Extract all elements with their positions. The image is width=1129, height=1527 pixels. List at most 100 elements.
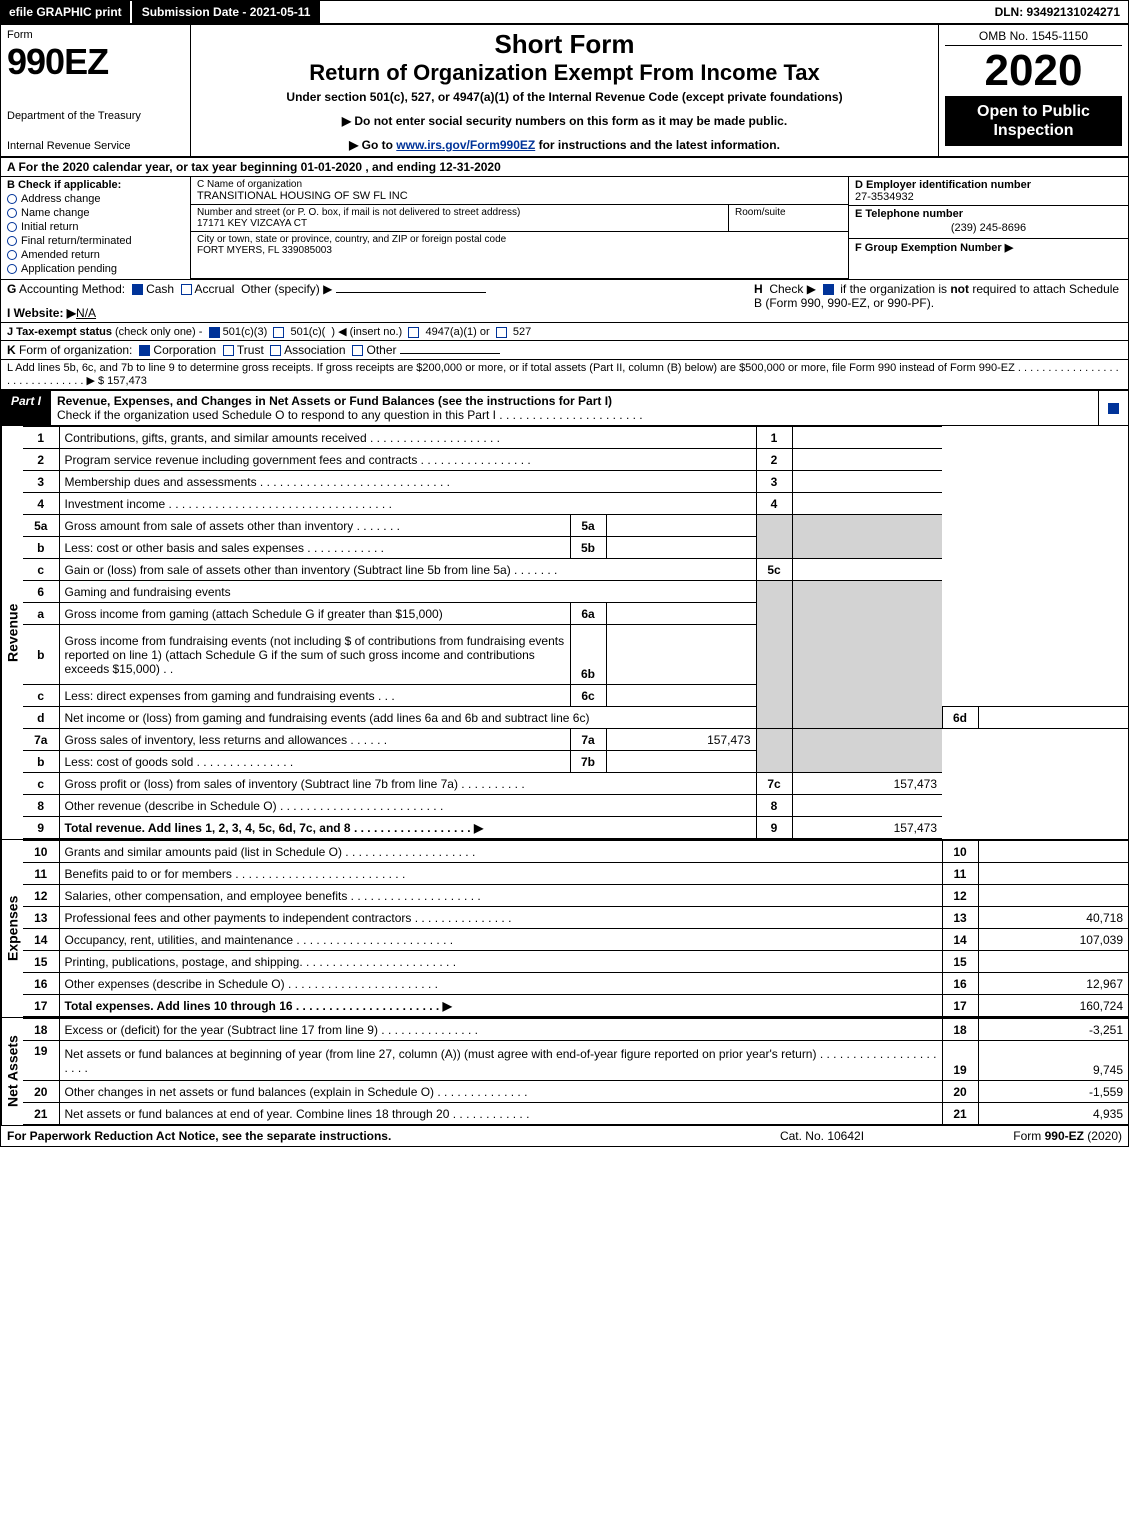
- table-row: 2Program service revenue including gover…: [23, 449, 1128, 471]
- table-row: cGross profit or (loss) from sales of in…: [23, 773, 1128, 795]
- dln-label: DLN: 93492131024271: [987, 1, 1128, 23]
- shaded-cell: [792, 581, 942, 729]
- checkbox-filled-icon: [209, 327, 220, 338]
- line-num: 8: [23, 795, 59, 817]
- netassets-table: 18Excess or (deficit) for the year (Subt…: [23, 1018, 1128, 1125]
- mid-val: [606, 685, 756, 707]
- line-desc: Less: cost of goods sold . . . . . . . .…: [59, 751, 570, 773]
- table-row: 18Excess or (deficit) for the year (Subt…: [23, 1019, 1128, 1041]
- c-addr-row: Number and street (or P. O. box, if mail…: [191, 205, 848, 232]
- part1-title-text: Revenue, Expenses, and Changes in Net As…: [57, 394, 612, 408]
- line-amt: 160,724: [978, 995, 1128, 1017]
- chk-amended-return[interactable]: Amended return: [7, 249, 184, 261]
- table-row: 16Other expenses (describe in Schedule O…: [23, 973, 1128, 995]
- l-text: L Add lines 5b, 6c, and 7b to line 9 to …: [7, 362, 1119, 387]
- chk-label: Amended return: [21, 249, 100, 261]
- section-b-thru-f: B Check if applicable: Address change Na…: [1, 177, 1128, 280]
- mid-val: [606, 603, 756, 625]
- line-ref: 20: [942, 1081, 978, 1103]
- line-desc: Membership dues and assessments . . . . …: [59, 471, 756, 493]
- irs-label: Internal Revenue Service: [7, 140, 184, 152]
- shaded-cell: [756, 581, 792, 729]
- mid-val: [606, 515, 756, 537]
- table-row: 13Professional fees and other payments t…: [23, 907, 1128, 929]
- line-desc: Gross income from gaming (attach Schedul…: [59, 603, 570, 625]
- mid-ref: 6b: [570, 625, 606, 685]
- line-amt: [978, 707, 1128, 729]
- line-ref: 17: [942, 995, 978, 1017]
- line-num: b: [23, 537, 59, 559]
- form-number: 990EZ: [7, 41, 184, 83]
- table-row: 6Gaming and fundraising events: [23, 581, 1128, 603]
- chk-initial-return[interactable]: Initial return: [7, 221, 184, 233]
- chk-final-return[interactable]: Final return/terminated: [7, 235, 184, 247]
- line-desc: Program service revenue including govern…: [59, 449, 756, 471]
- e-phone-row: E Telephone number (239) 245-8696: [849, 206, 1128, 239]
- c-city-cell: City or town, state or province, country…: [191, 232, 512, 278]
- chk-name-change[interactable]: Name change: [7, 207, 184, 219]
- e-label: E Telephone number: [855, 208, 963, 220]
- chk-label: Name change: [21, 207, 90, 219]
- form-990ez-page: efile GRAPHIC print Submission Date - 20…: [0, 0, 1129, 1147]
- line-amt: 4,935: [978, 1103, 1128, 1125]
- part1-header: Part I Revenue, Expenses, and Changes in…: [1, 391, 1128, 426]
- line-ref: 10: [942, 841, 978, 863]
- part1-subtitle: Check if the organization used Schedule …: [57, 408, 643, 422]
- line-ref: 4: [756, 493, 792, 515]
- mid-ref: 6c: [570, 685, 606, 707]
- line-num: 4: [23, 493, 59, 515]
- h-check-schedule-b: H Check ▶ if the organization is not req…: [748, 280, 1128, 322]
- circle-icon: [7, 208, 17, 218]
- line-amt: 40,718: [978, 907, 1128, 929]
- l-amount: 157,473: [107, 375, 147, 387]
- table-row: 15Printing, publications, postage, and s…: [23, 951, 1128, 973]
- table-row: 10Grants and similar amounts paid (list …: [23, 841, 1128, 863]
- chk-application-pending[interactable]: Application pending: [7, 263, 184, 275]
- g-accounting-method: G Accounting Method: Cash Accrual Other …: [1, 280, 748, 322]
- circle-icon: [7, 250, 17, 260]
- line-num: b: [23, 625, 59, 685]
- line-desc: Investment income . . . . . . . . . . . …: [59, 493, 756, 515]
- line-ref: 8: [756, 795, 792, 817]
- table-row: cGain or (loss) from sale of assets othe…: [23, 559, 1128, 581]
- part1-check[interactable]: [1098, 391, 1128, 425]
- expenses-table-wrap: 10Grants and similar amounts paid (list …: [23, 840, 1128, 1017]
- form-word: Form: [7, 29, 184, 41]
- note-goto: ▶ Go to www.irs.gov/Form990EZ for instru…: [197, 138, 932, 152]
- expenses-table: 10Grants and similar amounts paid (list …: [23, 840, 1128, 1017]
- mid-val: [606, 625, 756, 685]
- line-num: 19: [23, 1041, 59, 1081]
- irs-link[interactable]: www.irs.gov/Form990EZ: [396, 138, 535, 152]
- row-l-gross-receipts: L Add lines 5b, 6c, and 7b to line 9 to …: [1, 360, 1128, 391]
- netassets-grid: Net Assets 18Excess or (deficit) for the…: [1, 1017, 1128, 1125]
- line-ref: 1: [756, 427, 792, 449]
- line-amt: [978, 951, 1128, 973]
- revenue-grid: Revenue 1Contributions, gifts, grants, a…: [1, 426, 1128, 839]
- line-num: 20: [23, 1081, 59, 1103]
- page-footer: For Paperwork Reduction Act Notice, see …: [1, 1125, 1128, 1146]
- line-ref: 7c: [756, 773, 792, 795]
- line-ref: 6d: [942, 707, 978, 729]
- checkbox-empty-icon: [223, 345, 234, 356]
- checkbox-empty-icon: [352, 345, 363, 356]
- mid-ref: 7b: [570, 751, 606, 773]
- checkbox-empty-icon: [181, 284, 192, 295]
- line-ref: 18: [942, 1019, 978, 1041]
- f-group-row: F Group Exemption Number ▶: [849, 239, 1128, 279]
- line-desc: Salaries, other compensation, and employ…: [59, 885, 942, 907]
- phone-value: (239) 245-8696: [855, 220, 1122, 236]
- part1-title: Revenue, Expenses, and Changes in Net As…: [51, 391, 1098, 425]
- goto-suffix: for instructions and the latest informat…: [535, 138, 780, 152]
- line-num: 21: [23, 1103, 59, 1125]
- org-name: TRANSITIONAL HOUSING OF SW FL INC: [197, 190, 842, 202]
- circle-icon: [7, 264, 17, 274]
- checkbox-filled-icon: [823, 284, 834, 295]
- efile-graphic-print-button[interactable]: efile GRAPHIC print: [1, 1, 132, 23]
- chk-address-change[interactable]: Address change: [7, 193, 184, 205]
- chk-label: Application pending: [21, 263, 117, 275]
- table-row: 3Membership dues and assessments . . . .…: [23, 471, 1128, 493]
- line-ref: 21: [942, 1103, 978, 1125]
- line-desc: Net assets or fund balances at end of ye…: [59, 1103, 942, 1125]
- table-row: 7aGross sales of inventory, less returns…: [23, 729, 1128, 751]
- line-desc: Printing, publications, postage, and shi…: [59, 951, 942, 973]
